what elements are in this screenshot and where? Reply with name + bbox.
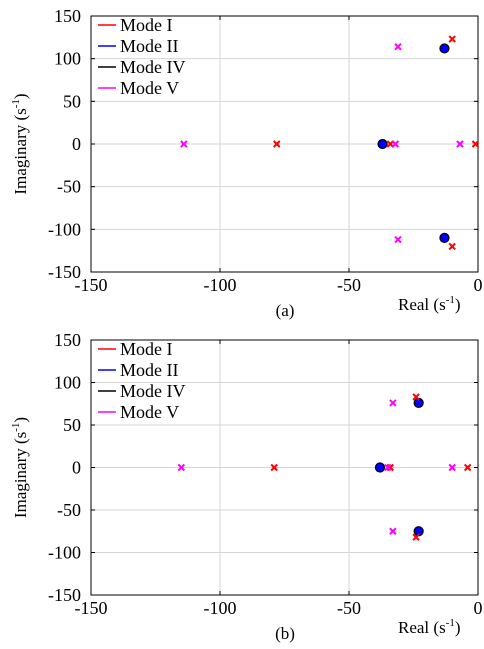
point-mode-i <box>463 463 472 472</box>
y-tick-label: 150 <box>54 330 81 350</box>
y-tick-label: 100 <box>54 373 81 393</box>
point-mode-iv <box>439 232 450 243</box>
cross-stroke <box>448 242 456 251</box>
x-axis-label: Real (s-1) <box>398 617 461 637</box>
x-tick-label: -100 <box>204 598 237 618</box>
point-mode-ii <box>375 463 385 472</box>
y-tick-label: 0 <box>72 134 81 154</box>
cross-stroke <box>412 393 420 401</box>
y-tick-label: 50 <box>63 91 81 111</box>
point-mode-v <box>391 140 400 148</box>
x-tick-label: 0 <box>474 275 483 295</box>
x-axis-label: Real (s-1) <box>398 294 461 314</box>
point-mode-i <box>448 35 456 43</box>
legend-label: Mode V <box>120 402 179 422</box>
point-mode-i <box>386 463 394 472</box>
cross-stroke <box>389 527 397 535</box>
cross-stroke <box>389 399 397 407</box>
x-tick-label: 0 <box>474 598 483 618</box>
point-mode-i <box>412 533 420 541</box>
x-tick-label: -50 <box>337 275 361 295</box>
point-mode-ii <box>378 139 388 149</box>
y-tick-label: 50 <box>63 415 81 435</box>
point-mode-v <box>394 235 402 244</box>
y-tick-label: 0 <box>72 458 81 478</box>
cross-stroke <box>412 533 420 541</box>
y-tick-label: -150 <box>48 262 81 282</box>
x-tick-label: -150 <box>75 275 108 295</box>
point-mode-i <box>270 463 278 472</box>
cross-stroke <box>386 463 394 472</box>
chart-panel-a: -150 -100 -50 0 150 100 50 0 -50 -100 -150 Real (s-… <box>10 6 483 320</box>
legend-label: Mode IV <box>120 381 186 401</box>
point-mode-v <box>456 140 464 148</box>
y-tick-label: -150 <box>48 585 81 605</box>
point-mode-v <box>448 463 456 472</box>
legend-label: Mode II <box>120 36 178 56</box>
point-mode-ii <box>439 233 449 243</box>
point-mode-v <box>389 399 397 407</box>
chart-panel-b: -150 -100 -50 0 150 100 50 0 -50 -100 -150 Real (s-… <box>10 330 483 643</box>
legend-label: Mode V <box>120 78 179 98</box>
x-tick-label: -100 <box>204 275 237 295</box>
point-mode-ii <box>439 43 449 53</box>
y-tick-label: -50 <box>57 177 81 197</box>
point-mode-ii <box>414 526 424 536</box>
legend-label: Mode I <box>120 15 173 35</box>
point-mode-iv <box>439 43 450 54</box>
x-tick-label: -150 <box>75 598 108 618</box>
point-mode-v <box>180 140 188 148</box>
cross-stroke <box>394 43 402 51</box>
point-mode-ii <box>414 398 424 408</box>
point-mode-i <box>273 140 281 148</box>
cross-stroke <box>448 35 456 43</box>
cross-stroke <box>471 140 480 148</box>
point-mode-i <box>412 393 420 401</box>
y-tick-label: -50 <box>57 500 81 520</box>
cross-stroke <box>463 463 472 472</box>
cross-stroke <box>448 463 456 472</box>
cross-stroke <box>273 140 281 148</box>
x-tick-label: -50 <box>337 598 361 618</box>
legend-label: Mode I <box>120 339 173 359</box>
point-mode-iv <box>377 138 388 150</box>
legend-label: Mode IV <box>120 57 186 77</box>
y-axis-label: Imaginary (s-1) <box>10 93 30 194</box>
y-tick-label: 150 <box>54 6 81 26</box>
cross-stroke <box>394 235 402 244</box>
y-tick-label: 100 <box>54 49 81 69</box>
point-mode-v <box>177 463 186 472</box>
panel-label: (a) <box>276 301 295 320</box>
y-tick-label: -100 <box>48 543 81 563</box>
cross-stroke <box>456 140 464 148</box>
y-tick-label: -100 <box>48 219 81 239</box>
cross-stroke <box>180 140 188 148</box>
point-mode-iv <box>374 462 386 473</box>
cross-stroke <box>177 463 186 472</box>
y-axis-label: Imaginary (s-1) <box>10 417 30 518</box>
point-mode-i <box>448 242 456 251</box>
legend-label: Mode II <box>120 360 178 380</box>
panel-label: (b) <box>275 624 295 643</box>
point-mode-v <box>389 527 397 535</box>
point-mode-v <box>383 463 392 472</box>
cross-stroke <box>270 463 278 472</box>
point-mode-v <box>394 43 402 51</box>
cross-stroke <box>383 463 392 472</box>
cross-stroke <box>391 140 400 148</box>
point-mode-i <box>471 140 480 148</box>
